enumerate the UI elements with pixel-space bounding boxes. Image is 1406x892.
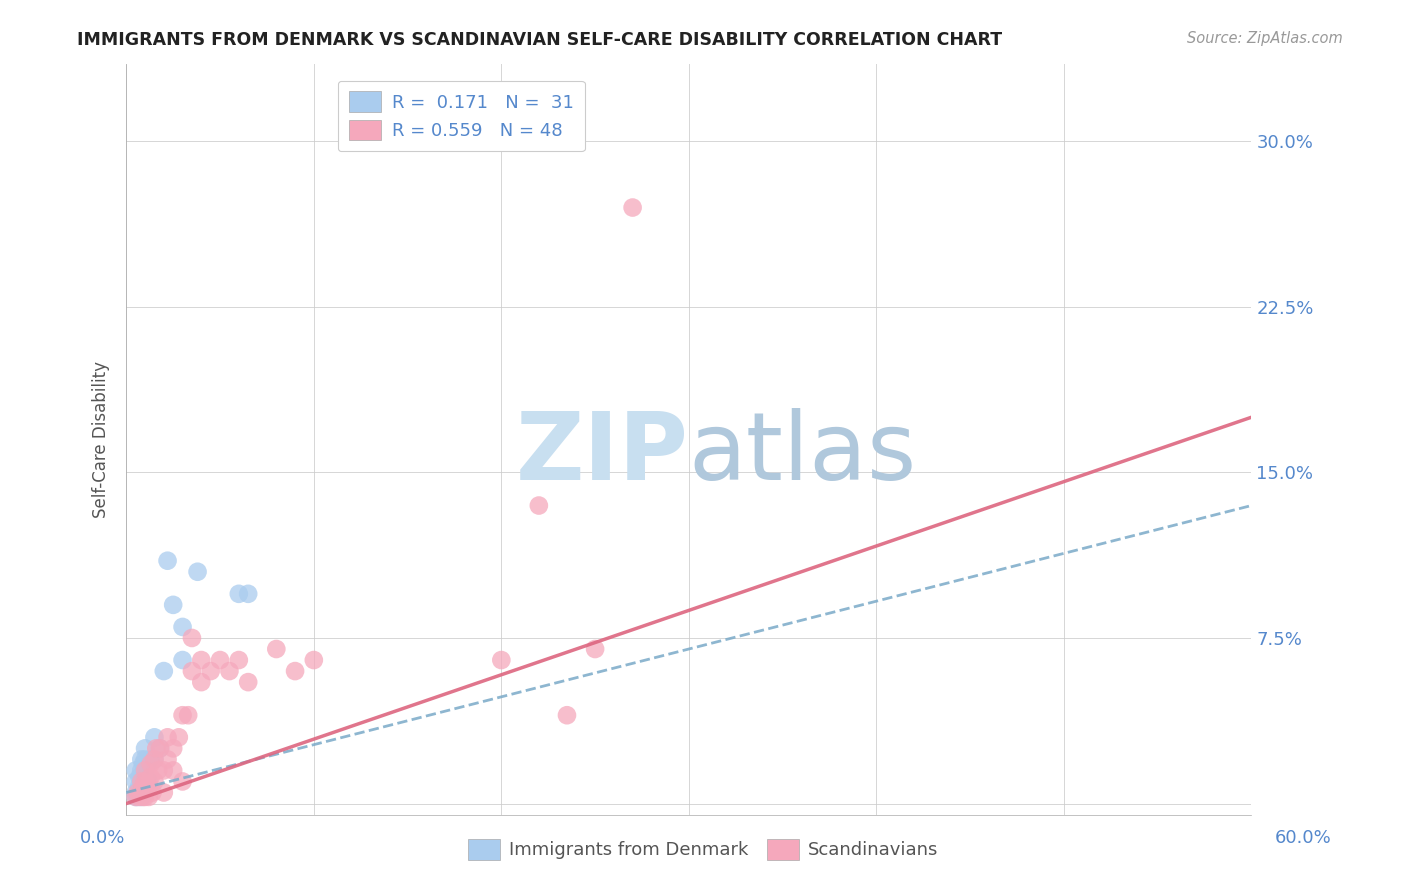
Point [124,774,146,789]
Point [156,752,179,766]
Point [181,631,204,645]
Point [139,752,162,766]
Point [156,554,179,568]
Point [143,752,166,766]
Point [302,653,325,667]
Point [209,653,232,667]
Point [139,770,162,784]
Point [131,774,153,789]
Text: 0.0%: 0.0% [80,829,125,847]
Point [128,779,150,793]
Point [583,642,606,657]
Point [124,789,146,804]
Point [134,761,156,775]
Point [172,620,194,634]
Point [153,664,176,678]
Point [177,708,200,723]
Point [132,785,155,799]
Point [491,653,513,667]
Point [148,764,170,778]
Point [132,756,155,771]
Text: Source: ZipAtlas.com: Source: ZipAtlas.com [1187,31,1343,46]
Point [284,664,307,678]
Point [132,779,155,793]
Point [132,789,155,804]
Point [162,764,184,778]
Point [131,764,153,778]
Point [172,774,194,789]
Y-axis label: Self-Care Disability: Self-Care Disability [93,360,110,518]
Text: 60.0%: 60.0% [1275,829,1331,847]
Point [131,789,153,804]
Point [172,653,194,667]
Point [153,764,176,778]
Text: ZIP: ZIP [516,409,689,500]
Point [187,565,209,579]
Point [134,783,156,797]
Point [181,664,204,678]
Point [555,708,578,723]
Point [127,785,149,799]
Point [143,774,166,789]
Legend: R =  0.171   N =  31, R = 0.559   N = 48: R = 0.171 N = 31, R = 0.559 N = 48 [337,80,585,151]
Point [527,499,550,513]
Point [621,201,644,215]
Point [138,789,160,804]
Point [142,785,165,799]
Point [134,741,156,756]
Point [228,653,250,667]
Point [128,789,150,804]
Point [162,741,184,756]
Point [138,774,160,789]
Point [228,587,250,601]
Point [149,741,172,756]
Point [218,664,240,678]
Point [134,774,156,789]
Point [238,587,260,601]
Point [124,785,146,799]
Point [134,789,156,804]
Point [145,741,167,756]
Point [238,675,260,690]
Text: atlas: atlas [689,409,917,500]
Legend: Immigrants from Denmark, Scandinavians: Immigrants from Denmark, Scandinavians [460,831,946,867]
Text: IMMIGRANTS FROM DENMARK VS SCANDINAVIAN SELF-CARE DISABILITY CORRELATION CHART: IMMIGRANTS FROM DENMARK VS SCANDINAVIAN … [77,31,1002,49]
Point [200,664,222,678]
Point [124,789,146,804]
Point [127,789,149,804]
Point [143,752,166,766]
Point [134,752,156,766]
Point [128,770,150,784]
Point [153,785,176,799]
Point [124,764,146,778]
Point [143,731,166,745]
Point [139,756,162,771]
Point [156,731,179,745]
Point [190,675,212,690]
Point [162,598,184,612]
Point [131,752,153,766]
Point [138,779,160,793]
Point [167,731,190,745]
Point [266,642,288,657]
Point [149,741,172,756]
Point [134,764,156,778]
Point [172,708,194,723]
Point [131,774,153,789]
Point [131,785,153,799]
Point [134,770,156,784]
Point [134,779,156,793]
Point [190,653,212,667]
